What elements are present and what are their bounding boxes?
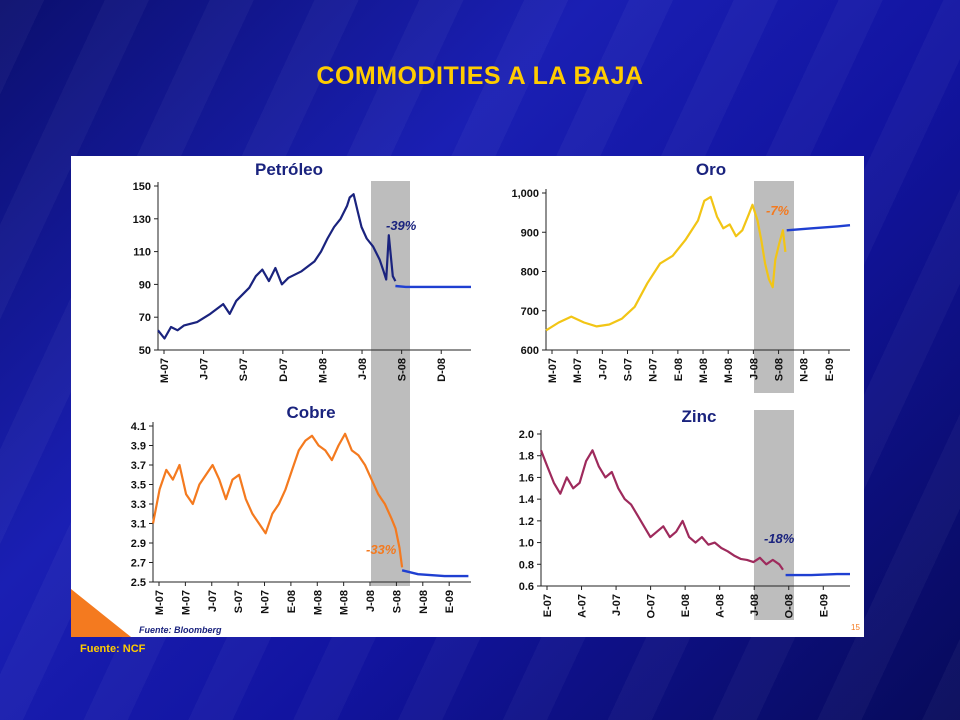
x-tick-label: N-08 <box>799 358 811 382</box>
y-tick-label: 3.3 <box>131 499 146 511</box>
x-tick-label: E-07 <box>542 594 554 617</box>
x-tick-label: E-08 <box>680 594 692 617</box>
x-tick-label: O-07 <box>646 594 658 618</box>
x-tick-label: N-08 <box>418 590 430 614</box>
y-tick-label: 110 <box>133 247 151 259</box>
x-tick-label: M-07 <box>154 590 166 615</box>
chart-title: Zinc <box>682 407 717 426</box>
x-tick-label: E-09 <box>818 594 830 617</box>
y-tick-label: 4.1 <box>131 421 146 433</box>
chart-title: Oro <box>696 160 726 179</box>
y-tick-label: 600 <box>521 345 539 357</box>
x-tick-label: M-08 <box>312 590 324 615</box>
x-tick-label: S-07 <box>623 358 635 381</box>
x-tick-label: M-08 <box>317 358 329 383</box>
change-annotation: -18% <box>764 531 795 546</box>
price-series-line <box>539 449 784 571</box>
x-tick-label: N-07 <box>648 358 660 382</box>
x-tick-label: M-08 <box>723 358 735 383</box>
page-number: 15 <box>851 623 860 632</box>
x-tick-label: S-08 <box>774 358 786 381</box>
highlight-band-1 <box>754 181 794 393</box>
x-tick-label: D-07 <box>278 358 290 382</box>
y-tick-label: 2.0 <box>519 429 534 441</box>
x-tick-label: J-07 <box>207 590 219 612</box>
x-tick-label: O-08 <box>784 594 796 618</box>
x-tick-label: A-08 <box>715 594 727 618</box>
y-tick-label: 800 <box>521 267 539 279</box>
x-tick-label: M-08 <box>698 358 710 383</box>
y-tick-label: 2.9 <box>131 538 146 550</box>
x-tick-label: M-07 <box>180 590 192 615</box>
forecast-series-line <box>785 572 850 577</box>
chart-cobre: Cobre 2.5 2.7 2.9 3.1 3.3 3.5 3.7 3.9 4.1 M-07 M-07… <box>131 403 471 615</box>
price-series-line <box>545 195 787 332</box>
x-tick-label: N-07 <box>260 590 272 614</box>
y-tick-label: 1.8 <box>519 451 534 463</box>
change-annotation: -39% <box>386 218 417 233</box>
x-tick-label: J-08 <box>749 594 761 616</box>
charts-panel: Petróleo 50 70 90 110 130 150 M-07 J-07 S-07 D-07 M… <box>71 156 864 637</box>
chart-petroleo: Petróleo 50 70 90 110 130 150 M-07 J-07 S-07 D-07 M… <box>133 160 471 383</box>
inner-source-label: Fuente: Bloomberg <box>139 625 222 635</box>
y-tick-label: 1.6 <box>519 472 534 484</box>
x-tick-label: S-07 <box>238 358 250 381</box>
y-tick-label: 900 <box>521 227 539 239</box>
forecast-series-line <box>401 569 469 578</box>
x-tick-label: J-08 <box>365 590 377 612</box>
highlight-band-2 <box>754 410 794 620</box>
price-series-line <box>151 432 404 568</box>
forecast-series-line <box>395 284 471 289</box>
y-tick-label: 1.4 <box>519 494 535 506</box>
x-tick-label: S-08 <box>391 590 403 613</box>
x-tick-label: M-07 <box>159 358 171 383</box>
chart-oro: Oro 600 700 800 900 1,000 M-07 M-07 J-07 S-07 N-07… <box>511 160 851 383</box>
x-tick-label: J-07 <box>611 594 623 616</box>
x-tick-label: M-08 <box>339 590 351 615</box>
y-tick-label: 130 <box>133 214 151 226</box>
x-tick-label: S-07 <box>233 590 245 613</box>
y-tick-label: 0.6 <box>519 581 534 593</box>
x-tick-label: E-08 <box>286 590 298 613</box>
y-tick-label: 1,000 <box>511 188 539 200</box>
x-tick-label: J-07 <box>597 358 609 380</box>
x-tick-label: M-07 <box>547 358 559 383</box>
x-tick-label: J-07 <box>199 358 211 380</box>
x-tick-label: A-07 <box>577 594 589 618</box>
chart-zinc: Zinc 0.6 0.8 1.0 1.2 1.4 1.6 1.8 2.0 E-07 A-07 J-07… <box>519 407 850 618</box>
y-tick-label: 150 <box>133 181 151 193</box>
x-tick-label: E-09 <box>824 358 836 381</box>
chart-title: Cobre <box>286 403 335 422</box>
x-tick-label: M-07 <box>572 358 584 383</box>
y-tick-label: 3.1 <box>131 519 146 531</box>
y-tick-label: 50 <box>139 345 151 357</box>
x-tick-label: D-08 <box>436 358 448 382</box>
y-tick-label: 1.0 <box>519 538 534 550</box>
x-tick-label: E-09 <box>444 590 456 613</box>
x-tick-label: J-08 <box>748 358 760 380</box>
charts-svg: Petróleo 50 70 90 110 130 150 M-07 J-07 S-07 D-07 M… <box>71 160 860 637</box>
change-annotation: -33% <box>366 542 397 557</box>
y-tick-label: 0.8 <box>519 559 534 571</box>
y-tick-label: 1.2 <box>519 516 534 528</box>
x-tick-label: E-08 <box>673 358 685 381</box>
y-tick-label: 3.9 <box>131 441 146 453</box>
x-tick-label: S-08 <box>397 358 409 381</box>
forecast-series-line <box>786 224 851 232</box>
y-tick-label: 2.7 <box>131 558 146 570</box>
x-tick-label: J-08 <box>357 358 369 380</box>
y-tick-label: 3.5 <box>131 480 146 492</box>
price-series-line <box>157 193 397 340</box>
change-annotation: -7% <box>766 203 790 218</box>
outer-source-label: Fuente: NCF <box>80 643 146 655</box>
y-tick-label: 3.7 <box>131 460 146 472</box>
y-tick-label: 2.5 <box>131 577 146 589</box>
y-tick-label: 90 <box>139 279 151 291</box>
corner-accent <box>71 589 131 637</box>
y-tick-label: 700 <box>521 306 539 318</box>
y-tick-label: 70 <box>139 312 151 324</box>
slide-title: COMMODITIES A LA BAJA <box>316 62 644 90</box>
chart-title: Petróleo <box>255 160 323 179</box>
